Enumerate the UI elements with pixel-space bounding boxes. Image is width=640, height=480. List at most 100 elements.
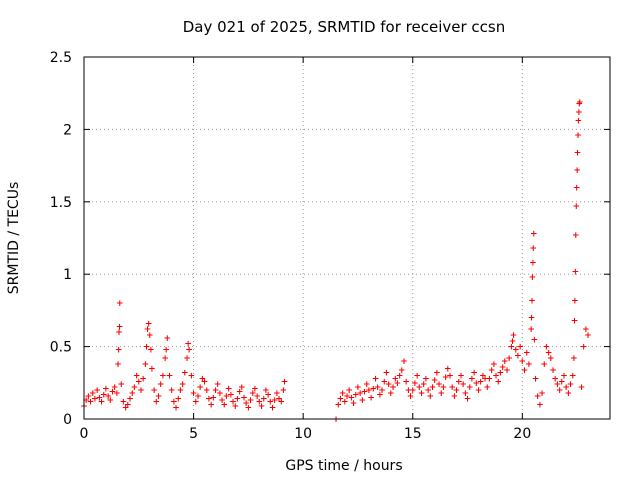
data-point: + (210, 393, 218, 403)
data-point: + (227, 390, 235, 400)
data-point: + (531, 335, 539, 345)
data-point: + (177, 386, 185, 396)
data-point: + (534, 392, 542, 402)
data-point: + (87, 398, 95, 408)
data-point: + (499, 363, 507, 373)
data-point: + (153, 398, 161, 408)
data-point: + (540, 360, 548, 370)
data-point: + (424, 386, 432, 396)
data-point: + (120, 398, 128, 408)
data-point: + (551, 374, 559, 384)
data-point: + (85, 392, 93, 402)
y-tick-label: 0 (63, 412, 72, 428)
data-point: + (481, 374, 489, 384)
x-tick-label: 15 (404, 426, 422, 442)
data-point: + (486, 374, 494, 384)
data-point: + (142, 360, 150, 370)
data-point: + (420, 380, 428, 390)
data-point: + (212, 386, 220, 396)
data-point: + (128, 389, 136, 399)
data-point: + (435, 380, 443, 390)
data-point: + (231, 402, 239, 412)
plot-frame (83, 56, 611, 420)
data-point: + (468, 374, 476, 384)
data-point: + (501, 357, 509, 367)
data-point: + (407, 392, 415, 402)
data-point: + (578, 383, 586, 393)
data-point: + (584, 331, 592, 341)
data-point: + (184, 340, 192, 350)
data-point: + (490, 360, 498, 370)
data-point: + (168, 386, 176, 396)
data-point: + (122, 403, 130, 413)
x-tick-label: 0 (80, 426, 89, 442)
x-tick-label: 5 (189, 426, 198, 442)
data-point: + (96, 393, 104, 403)
y-tick-label: 2.5 (50, 50, 72, 66)
data-point: + (183, 354, 191, 364)
data-point: + (464, 395, 472, 405)
data-point: + (98, 398, 106, 408)
data-point: + (576, 99, 584, 109)
data-point: + (133, 372, 141, 382)
data-point: + (442, 373, 450, 383)
data-point: + (262, 386, 270, 396)
data-point: + (400, 357, 408, 367)
data-point: + (466, 383, 474, 393)
data-point: + (374, 383, 382, 393)
data-point: + (576, 98, 584, 108)
data-point: + (527, 325, 535, 335)
data-point: + (570, 354, 578, 364)
data-point: + (113, 389, 121, 399)
data-point: + (260, 395, 268, 405)
data-point: + (161, 354, 169, 364)
data-point: + (196, 383, 204, 393)
data-point: + (192, 398, 200, 408)
data-point: + (437, 389, 445, 399)
data-point: + (475, 386, 483, 396)
data-point: + (104, 392, 112, 402)
data-point: + (258, 402, 266, 412)
data-point: + (341, 398, 349, 408)
data-point: + (416, 383, 424, 393)
data-point: + (348, 393, 356, 403)
data-point: + (337, 395, 345, 405)
data-point: + (549, 366, 557, 376)
gridlines (84, 57, 610, 419)
data-point: + (376, 390, 384, 400)
data-point: + (124, 401, 132, 411)
data-point: + (220, 401, 228, 411)
data-point: + (545, 348, 553, 358)
data-point: + (429, 383, 437, 393)
data-point: + (516, 343, 524, 353)
y-tick-label: 0.5 (50, 340, 72, 356)
data-point: + (107, 396, 115, 406)
data-point: + (519, 357, 527, 367)
data-point: + (530, 230, 538, 240)
data-point: + (569, 372, 577, 382)
data-point: + (172, 403, 180, 413)
data-point: + (164, 334, 172, 344)
data-point: + (114, 360, 122, 370)
data-point: + (166, 372, 174, 382)
data-point: + (238, 383, 246, 393)
data-point: + (147, 345, 155, 355)
data-point: + (350, 399, 358, 409)
data-point: + (554, 380, 562, 390)
data-point: + (143, 343, 151, 353)
data-point: + (477, 377, 485, 387)
data-point: + (488, 366, 496, 376)
data-point: + (521, 366, 529, 376)
data-point: + (116, 299, 124, 309)
data-point: + (440, 383, 448, 393)
data-point: + (93, 386, 101, 396)
data-point: + (396, 372, 404, 382)
x-axis-label: GPS time / hours (285, 458, 402, 474)
data-point: + (109, 387, 117, 397)
data-point: + (494, 377, 502, 387)
data-point: + (372, 374, 380, 384)
data-point: + (547, 354, 555, 364)
y-tick-label: 1 (63, 267, 72, 283)
data-point: + (356, 389, 364, 399)
chart-title: Day 021 of 2025, SRMTID for receiver ccs… (183, 18, 505, 36)
